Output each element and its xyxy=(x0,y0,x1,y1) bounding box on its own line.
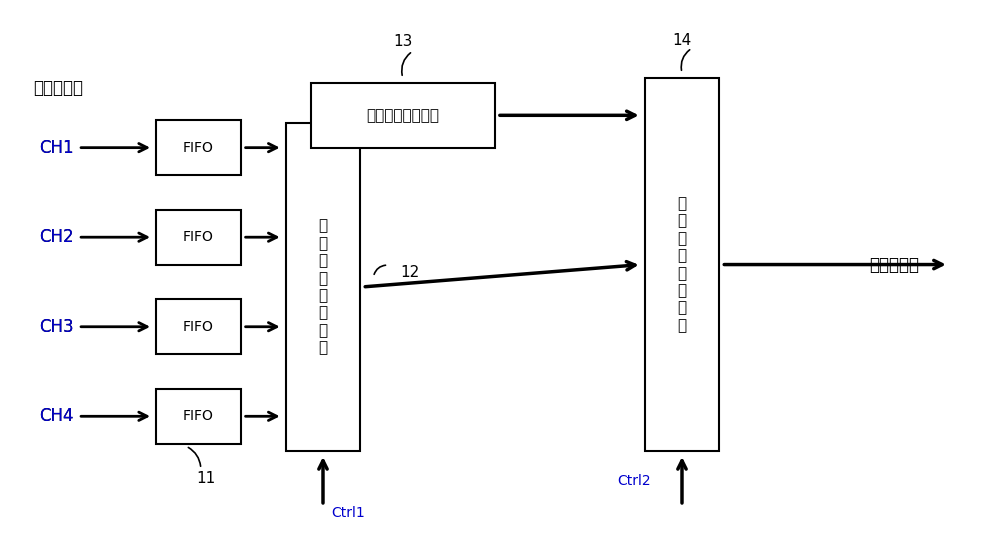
Text: CH4: CH4 xyxy=(39,407,73,425)
Text: FIFO: FIFO xyxy=(183,141,214,155)
FancyBboxPatch shape xyxy=(156,389,241,444)
Text: 第
一
数
据
复
用
模
块: 第 一 数 据 复 用 模 块 xyxy=(318,219,328,355)
FancyBboxPatch shape xyxy=(311,83,495,147)
FancyBboxPatch shape xyxy=(156,210,241,264)
Text: 11: 11 xyxy=(196,471,215,486)
FancyBboxPatch shape xyxy=(645,78,719,451)
Text: CH4: CH4 xyxy=(39,407,73,425)
Text: 磁共振数据: 磁共振数据 xyxy=(33,79,83,97)
Text: CH2: CH2 xyxy=(39,228,74,246)
Text: Ctrl2: Ctrl2 xyxy=(617,474,651,488)
FancyBboxPatch shape xyxy=(156,299,241,354)
Text: CH2: CH2 xyxy=(39,228,74,246)
Text: 13: 13 xyxy=(393,34,412,49)
FancyBboxPatch shape xyxy=(156,120,241,175)
Text: 第
二
数
据
复
用
模
块: 第 二 数 据 复 用 模 块 xyxy=(677,196,687,333)
Text: Ctrl1: Ctrl1 xyxy=(331,506,365,520)
Text: CH3: CH3 xyxy=(39,318,74,336)
Text: FIFO: FIFO xyxy=(183,320,214,334)
Text: FIFO: FIFO xyxy=(183,230,214,244)
Text: CH1: CH1 xyxy=(39,139,74,157)
FancyBboxPatch shape xyxy=(286,123,360,451)
Text: 14: 14 xyxy=(672,33,692,47)
Text: 12: 12 xyxy=(400,264,420,279)
Text: FIFO: FIFO xyxy=(183,409,214,423)
Text: 打包数据帧: 打包数据帧 xyxy=(869,256,919,274)
Text: 帧同步码生成模块: 帧同步码生成模块 xyxy=(366,108,439,123)
Text: CH3: CH3 xyxy=(39,318,74,336)
Text: CH1: CH1 xyxy=(39,139,74,157)
